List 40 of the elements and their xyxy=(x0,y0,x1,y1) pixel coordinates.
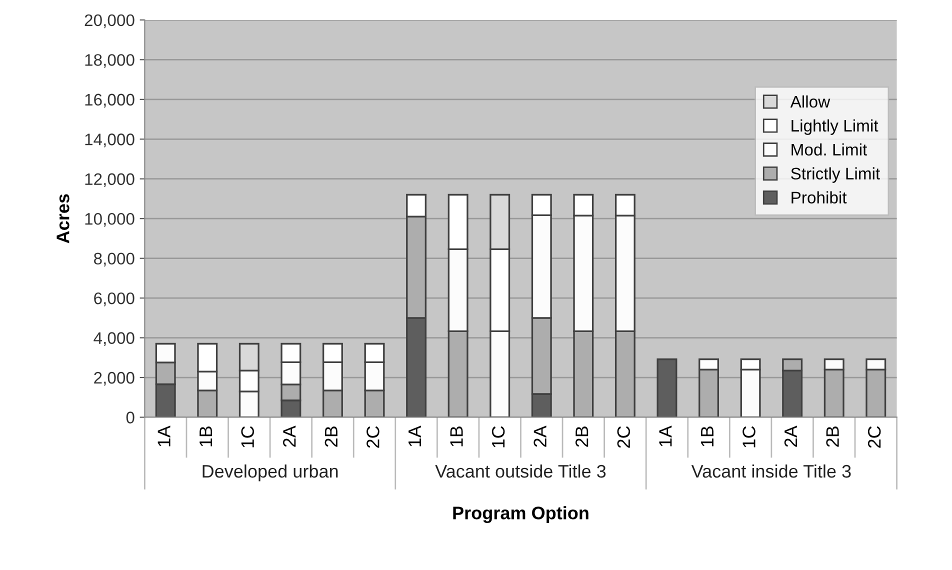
y-tick-label: 16,000 xyxy=(85,94,134,108)
x-tick-label: 1A xyxy=(659,426,672,446)
x-tick-label: 1A xyxy=(158,426,170,446)
bar xyxy=(656,358,678,418)
x-tick-label: 2A xyxy=(784,426,797,447)
x-tick-label: 2B xyxy=(324,426,338,447)
x-tick-label: 2B xyxy=(575,426,588,447)
y-tick-label: 14,000 xyxy=(85,134,134,148)
text: Vacant inside Title 3 xyxy=(691,464,851,478)
legend-label: Allow xyxy=(790,95,830,108)
x-tick-label: 2B xyxy=(826,426,839,447)
y-tick-label: 0 xyxy=(126,412,134,424)
x-tick-label: 1B xyxy=(450,426,463,446)
x-tick-label: 1C xyxy=(742,426,756,448)
y-tick-label: 2,000 xyxy=(94,372,134,386)
x-tick-label: 1A xyxy=(408,426,421,446)
x-axis-title: Program Option xyxy=(453,506,588,524)
x-tick-label: 2C xyxy=(366,426,380,448)
legend-label: Mod. Limit xyxy=(792,143,868,156)
x-tick-label: 2A xyxy=(534,426,546,447)
y-tick-label: 12,000 xyxy=(85,173,134,188)
x-tick-label: 1B xyxy=(701,426,714,446)
y-tick-label: 8,000 xyxy=(94,252,134,266)
y-tick-label: 6,000 xyxy=(94,292,134,306)
x-tick-label: 2C xyxy=(617,426,630,448)
x-tick-label: 1C xyxy=(241,426,254,448)
legend-label: Strictly Limit xyxy=(791,167,880,183)
x-tick-label: 2C xyxy=(868,426,881,448)
x-tick-label: 2A xyxy=(283,426,296,447)
y-tick-label: 10,000 xyxy=(85,212,134,227)
y-tick-label: 18,000 xyxy=(85,54,134,68)
x-tick-label: 1C xyxy=(492,426,505,448)
text: Vacant outside Title 3 xyxy=(435,464,606,478)
legend-label: Lightly Limit xyxy=(792,119,878,135)
text: Developed urban xyxy=(202,464,338,482)
x-tick-label: 1B xyxy=(200,426,212,446)
y-axis-title: Acres xyxy=(56,194,70,244)
y-tick-label: 20,000 xyxy=(84,14,134,28)
y-tick-label: 4,000 xyxy=(94,332,134,346)
legend-label: Prohibit xyxy=(792,191,847,204)
